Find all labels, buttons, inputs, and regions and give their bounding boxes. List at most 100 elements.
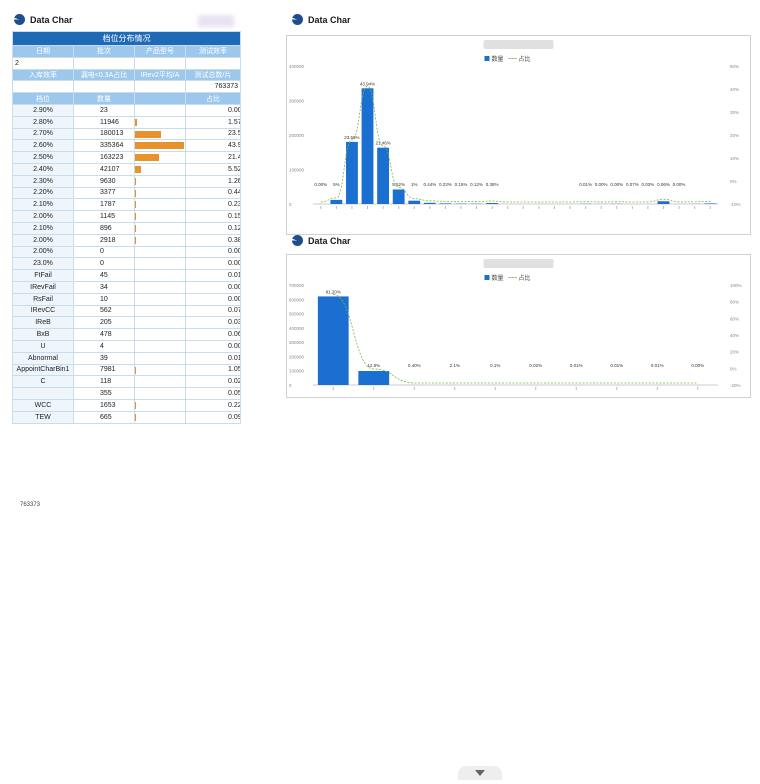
table-header: 入库效率 xyxy=(12,68,74,82)
y2-tick-label: 0% xyxy=(730,366,737,371)
y-tick-label: 300000 xyxy=(289,340,305,345)
chart-title-redacted xyxy=(483,40,554,49)
y2-tick-label: 50% xyxy=(730,64,739,69)
data-label: 0.07% xyxy=(626,182,639,187)
data-label: 1% xyxy=(411,182,418,187)
chart-panel-2: 数量 占比 700000 600000 500000 400000 300000 200000… xyxy=(286,254,751,398)
count-cell: 163223 xyxy=(73,151,135,164)
y2-tick-label: 20% xyxy=(730,350,739,355)
scroll-down-button[interactable] xyxy=(458,766,502,780)
data-label: 0.1% xyxy=(490,363,500,368)
ratio-bar xyxy=(135,165,142,173)
count-cell: 0 xyxy=(73,245,135,259)
ratio-bar-cell xyxy=(134,375,186,389)
data-label: 12.8% xyxy=(367,363,380,368)
chevron-down-icon xyxy=(475,770,485,776)
data-label: 0.00% xyxy=(610,182,623,187)
table-cell: 763373 xyxy=(185,80,241,94)
table-row: 2.20%3377 0.44% xyxy=(12,186,241,200)
bar xyxy=(358,371,390,385)
legend-label-count: 数量 xyxy=(492,55,504,63)
percent-cell: 21.46% xyxy=(185,151,241,164)
bin-cell: IRevFail xyxy=(12,280,74,294)
chart-title-redacted xyxy=(483,259,554,268)
bin-cell: Abnormal xyxy=(12,351,74,365)
data-label: 0.00% xyxy=(691,363,704,368)
table-header: 产品型号 xyxy=(134,45,186,58)
percent-cell: 0.00% xyxy=(185,245,241,259)
legend-swatch-count xyxy=(484,275,490,280)
bin-cell: 2.00% xyxy=(12,233,74,247)
table-row: U4 0.00% xyxy=(12,339,241,353)
percent-cell: 0.03% xyxy=(185,316,241,330)
table-header: 占比 xyxy=(185,92,241,105)
data-label: 0.02% xyxy=(529,363,542,368)
ratio-bar-cell xyxy=(134,127,186,141)
table-row: 2.70%180013 23.58% xyxy=(12,127,241,141)
ratio-bar-cell xyxy=(134,221,186,235)
count-cell: 7981 xyxy=(73,363,135,377)
pie-logo-icon xyxy=(14,14,25,25)
count-cell: 39 xyxy=(73,351,135,365)
y-tick-label: 500000 xyxy=(289,312,305,317)
y2-tick-label: -10% xyxy=(730,202,741,207)
table-row: 2.00%0 0.00% xyxy=(12,245,241,259)
legend-label-ratio: 占比 xyxy=(519,55,531,63)
percent-cell: 1.05% xyxy=(185,363,241,377)
ratio-bar-cell xyxy=(134,198,186,212)
y-tick-label: 0 xyxy=(289,383,292,388)
ratio-bar-cell xyxy=(134,328,186,341)
count-cell: 205 xyxy=(73,316,135,330)
bin-cell: IReB xyxy=(12,316,74,330)
percent-cell: 43.94% xyxy=(185,139,241,153)
bin-cell: C xyxy=(12,375,74,389)
percent-cell: 0.00% xyxy=(185,280,241,294)
percent-cell: 0.06% xyxy=(185,328,241,341)
data-label: 43.94% xyxy=(360,81,375,86)
ratio-bar-cell xyxy=(134,304,186,318)
panel-title-chart1: Data Char xyxy=(292,14,351,25)
ratio-bar xyxy=(135,154,159,162)
ratio-bar-cell xyxy=(134,387,186,400)
percent-cell: 23.58% xyxy=(185,127,241,141)
percent-cell: 0.00% xyxy=(185,257,241,271)
bin-cell: BxB xyxy=(12,328,74,341)
ratio-bar xyxy=(135,366,137,374)
data-label: 0.40% xyxy=(408,363,421,368)
ratio-bar xyxy=(135,130,162,138)
count-cell: 45 xyxy=(73,269,135,282)
percent-cell: 0.44% xyxy=(185,186,241,200)
bin-cell: TEW xyxy=(12,410,74,424)
bin-cell: FtFail xyxy=(12,269,74,282)
ratio-bar-cell xyxy=(134,316,186,330)
table-row: 2.10%896 0.12% xyxy=(12,221,241,235)
data-label: 81.20% xyxy=(326,289,341,294)
bin-cell: 2.80% xyxy=(12,115,74,129)
count-cell: 2918 xyxy=(73,233,135,247)
table-row: 2.10%1787 0.23% xyxy=(12,198,241,212)
count-cell: 355 xyxy=(73,387,135,400)
y2-tick-label: 30% xyxy=(730,110,739,115)
count-cell: 1145 xyxy=(73,210,135,223)
count-cell: 23 xyxy=(73,103,135,117)
ratio-bar-cell xyxy=(134,186,186,200)
y-tick-label: 0 xyxy=(289,202,292,207)
ratio-bar-cell xyxy=(134,115,186,129)
table-cell: 2 xyxy=(12,56,74,70)
ratio-bar-cell xyxy=(134,351,186,365)
bin-cell: 2.50% xyxy=(12,151,74,164)
brand-label: Data Char xyxy=(30,14,73,25)
data-label: 0.12% xyxy=(470,182,483,187)
bar xyxy=(346,141,358,204)
bin-cell: U xyxy=(12,339,74,353)
ratio-bar-cell xyxy=(134,162,186,176)
data-label: 5.52% xyxy=(392,182,405,187)
bin-cell: 2.10% xyxy=(12,221,74,235)
percent-cell: 0.15% xyxy=(185,210,241,223)
ratio-bar-cell xyxy=(134,151,186,164)
bar xyxy=(361,88,374,204)
